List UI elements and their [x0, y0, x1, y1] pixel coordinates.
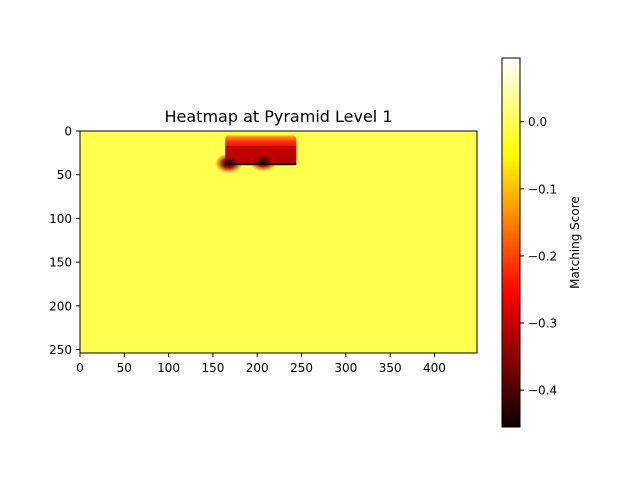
y-tick-label: 0 [64, 125, 72, 139]
y-tick-label: 200 [49, 299, 72, 313]
chart-title: Heatmap at Pyramid Level 1 [164, 107, 392, 126]
plot-area [80, 131, 477, 353]
x-tick-label: 350 [379, 361, 402, 375]
colorbar-fill [502, 58, 520, 427]
x-tick-label: 0 [76, 361, 84, 375]
x-axis: 0 50 100 150 200 250 300 350 400 [76, 353, 446, 375]
x-tick-label: 150 [201, 361, 224, 375]
colorbar-tick-label: 0.0 [528, 115, 547, 129]
colorbar-tick-label: −0.2 [528, 249, 557, 263]
colorbar-label: Matching Score [568, 196, 582, 289]
heatmap-hot-region [214, 135, 297, 174]
y-tick-label: 150 [49, 256, 72, 270]
heatmap-background [80, 131, 477, 353]
x-tick-label: 200 [246, 361, 269, 375]
colorbar-frame [501, 57, 521, 428]
x-tick-label: 100 [157, 361, 180, 375]
y-tick-label: 100 [49, 212, 72, 226]
y-axis: 0 50 100 150 200 250 [49, 125, 80, 357]
colorbar-tick-label: −0.1 [528, 182, 557, 196]
colorbar-tick-label: −0.3 [528, 317, 557, 331]
colorbar: 0.0 −0.1 −0.2 −0.3 −0.4 Matching Score [501, 57, 582, 428]
x-tick-label: 400 [423, 361, 446, 375]
y-tick-label: 50 [57, 168, 72, 182]
colorbar-ticks: 0.0 −0.1 −0.2 −0.3 −0.4 [520, 115, 557, 398]
x-tick-label: 250 [290, 361, 313, 375]
score-minimum [249, 151, 278, 172]
x-tick-label: 300 [334, 361, 357, 375]
x-tick-label: 50 [117, 361, 132, 375]
colorbar-tick-label: −0.4 [528, 384, 557, 398]
plot-frame [79, 130, 478, 354]
hot-region-edge [225, 163, 297, 166]
y-tick-label: 250 [49, 343, 72, 357]
